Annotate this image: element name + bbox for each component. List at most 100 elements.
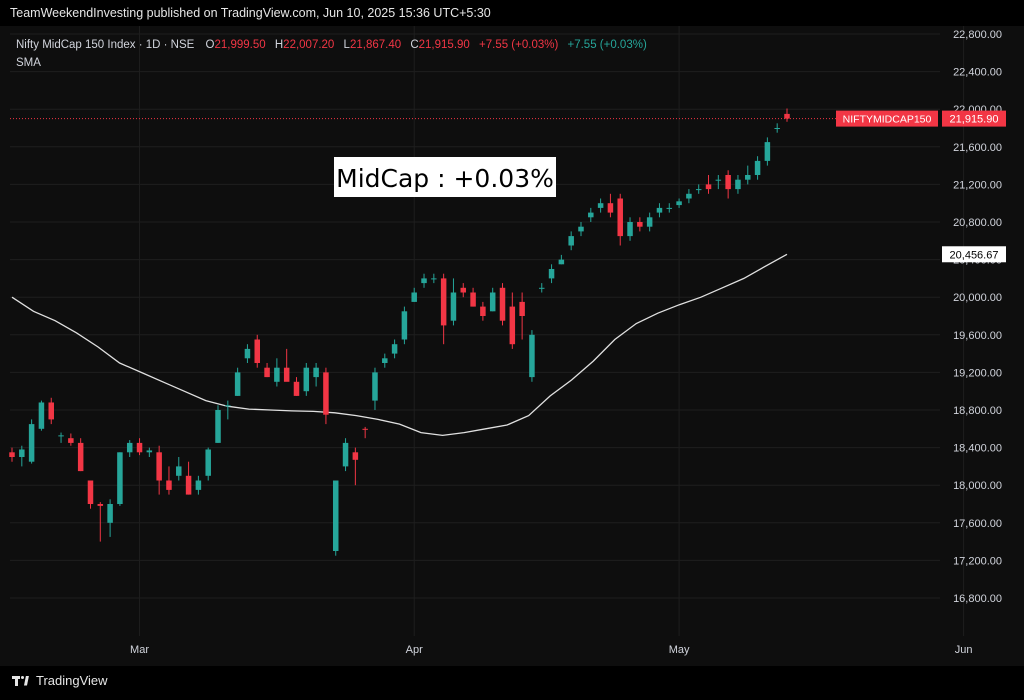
- candle[interactable]: [499, 283, 506, 326]
- candle[interactable]: [627, 217, 633, 241]
- candle[interactable]: [774, 123, 780, 133]
- candle[interactable]: [568, 231, 574, 251]
- candle[interactable]: [166, 466, 172, 495]
- candle[interactable]: [686, 189, 692, 204]
- candle[interactable]: [136, 438, 143, 456]
- candle[interactable]: [77, 438, 84, 472]
- price-chart[interactable]: 16,800.00 17,200.00 17,600.00 18,000.00 18,4…: [0, 26, 1024, 666]
- candle[interactable]: [342, 438, 349, 472]
- candle[interactable]: [362, 426, 368, 439]
- candle[interactable]: [519, 292, 525, 340]
- candle[interactable]: [607, 193, 614, 218]
- candle[interactable]: [332, 480, 339, 556]
- candle[interactable]: [617, 193, 623, 246]
- candle[interactable]: [597, 198, 604, 213]
- tradingview-brand: TradingView: [36, 673, 108, 688]
- candle[interactable]: [725, 170, 731, 199]
- sma-line: [11, 253, 788, 437]
- candle[interactable]: [646, 212, 653, 232]
- candle[interactable]: [303, 363, 310, 396]
- candle[interactable]: [254, 334, 261, 368]
- candle[interactable]: [323, 367, 329, 425]
- candle[interactable]: [480, 301, 486, 321]
- candle-body: [77, 442, 84, 472]
- candle[interactable]: [509, 292, 516, 349]
- candle[interactable]: [87, 480, 94, 509]
- candle[interactable]: [411, 287, 417, 302]
- candle[interactable]: [529, 330, 535, 382]
- candle-body: [342, 442, 349, 467]
- candle-body: [509, 306, 516, 345]
- candle[interactable]: [195, 475, 202, 495]
- candle[interactable]: [421, 273, 427, 288]
- candle[interactable]: [705, 175, 712, 194]
- candle[interactable]: [548, 264, 555, 284]
- candle[interactable]: [352, 447, 359, 486]
- candle[interactable]: [489, 287, 496, 312]
- candle[interactable]: [185, 461, 192, 495]
- candle[interactable]: [225, 400, 231, 420]
- candle[interactable]: [58, 432, 64, 443]
- price-axis[interactable]: 16,800.00 17,200.00 17,600.00 18,000.00 18,4…: [953, 29, 1002, 605]
- candle[interactable]: [470, 287, 476, 307]
- candle[interactable]: [391, 339, 398, 359]
- tradingview-logo[interactable]: TradingView: [12, 673, 108, 688]
- candle[interactable]: [68, 433, 74, 446]
- candle[interactable]: [745, 165, 751, 185]
- candle[interactable]: [156, 445, 162, 495]
- annotation-background: [334, 157, 556, 197]
- candle[interactable]: [107, 499, 113, 537]
- candle[interactable]: [676, 198, 682, 208]
- candle[interactable]: [735, 175, 741, 194]
- candle[interactable]: [176, 457, 182, 481]
- candle[interactable]: [578, 222, 584, 237]
- candle[interactable]: [695, 184, 702, 194]
- candle[interactable]: [754, 156, 761, 180]
- candle[interactable]: [28, 419, 35, 464]
- candle-body: [588, 212, 594, 218]
- candle-body: [725, 175, 731, 190]
- publish-bar: TeamWeekendInvesting published on Tradin…: [0, 0, 1024, 26]
- candle[interactable]: [97, 502, 104, 542]
- candle[interactable]: [293, 377, 300, 396]
- candle[interactable]: [784, 108, 790, 122]
- sma-tag: [942, 246, 1006, 263]
- candle[interactable]: [666, 203, 673, 213]
- candle[interactable]: [283, 348, 290, 382]
- candle[interactable]: [38, 400, 45, 431]
- candle[interactable]: [313, 363, 319, 387]
- candle[interactable]: [450, 278, 457, 326]
- candle[interactable]: [588, 207, 594, 222]
- candle[interactable]: [117, 452, 123, 506]
- candle[interactable]: [656, 203, 663, 218]
- annotation-box[interactable]: MidCap : +0.03%: [334, 157, 556, 197]
- candle[interactable]: [9, 447, 15, 462]
- time-axis[interactable]: Mar Apr May Jun: [130, 644, 972, 656]
- candle[interactable]: [715, 175, 722, 190]
- candle[interactable]: [146, 447, 153, 457]
- candle[interactable]: [558, 254, 565, 265]
- candle[interactable]: [234, 367, 241, 396]
- candle[interactable]: [244, 344, 251, 363]
- candle[interactable]: [205, 447, 211, 481]
- candle[interactable]: [440, 273, 447, 345]
- candle[interactable]: [215, 405, 221, 443]
- candle-body: [411, 292, 417, 302]
- candle[interactable]: [538, 283, 545, 293]
- candle[interactable]: [274, 358, 280, 387]
- y-tick-label: 16,800.00: [953, 593, 1002, 605]
- candle[interactable]: [431, 273, 437, 284]
- candle-body: [68, 438, 74, 443]
- candle[interactable]: [401, 306, 408, 345]
- candle-body: [745, 175, 751, 180]
- candle[interactable]: [460, 283, 467, 298]
- candle[interactable]: [637, 217, 643, 232]
- candle[interactable]: [382, 353, 388, 368]
- candle[interactable]: [48, 397, 54, 425]
- candle[interactable]: [126, 440, 133, 457]
- candle[interactable]: [19, 445, 25, 467]
- candle[interactable]: [372, 367, 378, 410]
- candle[interactable]: [764, 137, 771, 166]
- candle[interactable]: [264, 363, 270, 378]
